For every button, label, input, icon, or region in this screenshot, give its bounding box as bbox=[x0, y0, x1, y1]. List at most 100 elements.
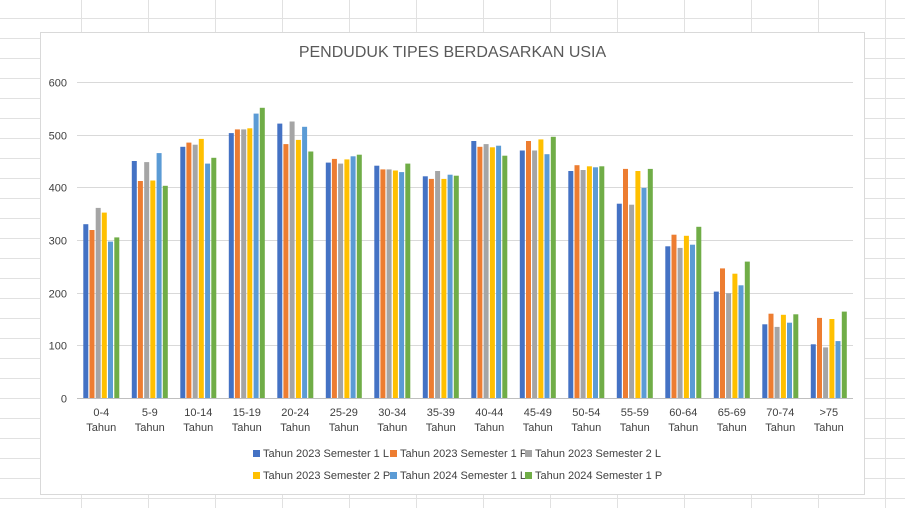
x-tick-label: 0-4 Tahun bbox=[86, 407, 116, 434]
bar bbox=[647, 168, 653, 398]
legend-item: Tahun 2023 Semester 2 P bbox=[253, 470, 390, 482]
x-tick-label: 10-14 Tahun bbox=[183, 407, 213, 434]
bar bbox=[325, 162, 331, 398]
legend-item: Tahun 2023 Semester 2 L bbox=[525, 448, 661, 460]
bar bbox=[744, 261, 750, 398]
bar bbox=[253, 113, 259, 398]
bar bbox=[732, 273, 738, 398]
bar bbox=[519, 150, 525, 398]
bar bbox=[198, 138, 204, 398]
y-tick-label: 200 bbox=[49, 289, 67, 301]
x-tick-label: 30-34 Tahun bbox=[377, 407, 407, 434]
bar bbox=[350, 156, 356, 398]
bar bbox=[356, 154, 362, 398]
bar bbox=[738, 285, 744, 398]
bar bbox=[156, 153, 162, 398]
bar bbox=[344, 159, 350, 398]
bar bbox=[586, 166, 592, 398]
x-tick-label: 60-64 Tahun bbox=[668, 407, 698, 434]
bar bbox=[538, 139, 544, 398]
bar bbox=[192, 144, 198, 398]
y-tick-label: 500 bbox=[49, 131, 67, 143]
legend-swatch bbox=[525, 472, 532, 479]
legend-item: Tahun 2023 Semester 1 L bbox=[253, 448, 389, 460]
bar bbox=[144, 162, 150, 398]
bar bbox=[180, 146, 186, 398]
x-tick-label: 45-49 Tahun bbox=[523, 407, 553, 434]
bar bbox=[580, 170, 586, 398]
bar bbox=[768, 313, 774, 398]
bar bbox=[502, 155, 508, 398]
bar bbox=[713, 291, 719, 398]
bar bbox=[162, 185, 168, 398]
bar bbox=[629, 204, 635, 398]
bar bbox=[435, 171, 441, 398]
bar bbox=[793, 314, 799, 398]
bar bbox=[835, 341, 841, 398]
bar bbox=[483, 144, 489, 398]
legend-item: Tahun 2024 Semester 1 P bbox=[525, 470, 662, 482]
y-tick-label: 0 bbox=[61, 394, 67, 406]
bar bbox=[599, 166, 605, 398]
legend-item: Tahun 2024 Semester 1 L bbox=[390, 470, 526, 482]
bar bbox=[380, 169, 386, 398]
legend-label: Tahun 2023 Semester 1 L bbox=[263, 448, 389, 460]
bar bbox=[496, 145, 502, 398]
bar bbox=[283, 144, 289, 398]
bar bbox=[787, 322, 792, 398]
bar bbox=[405, 163, 411, 398]
bar bbox=[665, 246, 671, 398]
bar bbox=[774, 326, 780, 398]
legend-swatch bbox=[253, 472, 260, 479]
bar bbox=[308, 151, 314, 398]
y-tick-label: 100 bbox=[49, 341, 67, 353]
bar bbox=[696, 226, 702, 398]
bar bbox=[690, 244, 695, 398]
bar bbox=[641, 187, 647, 398]
legend-label: Tahun 2024 Semester 1 P bbox=[535, 470, 663, 482]
bar bbox=[441, 178, 447, 398]
bar bbox=[108, 241, 113, 398]
bar bbox=[574, 165, 580, 398]
bar bbox=[593, 167, 598, 398]
x-tick-label: 5-9 Tahun bbox=[135, 407, 165, 434]
bar bbox=[234, 129, 240, 398]
bar bbox=[228, 133, 234, 398]
bar bbox=[471, 141, 477, 398]
legend-swatch bbox=[390, 450, 397, 457]
chart-title: PENDUDUK TIPES BERDASARKAN USIA bbox=[298, 44, 607, 61]
bar bbox=[89, 230, 95, 398]
bar bbox=[780, 314, 786, 398]
bar bbox=[338, 163, 344, 398]
bar bbox=[259, 107, 265, 399]
bar bbox=[399, 172, 405, 398]
bar bbox=[241, 129, 247, 398]
bar bbox=[453, 175, 459, 398]
legend-item: Tahun 2023 Semester 1 P bbox=[390, 448, 527, 460]
bar bbox=[205, 163, 211, 398]
bar bbox=[526, 141, 531, 398]
bar bbox=[114, 237, 120, 398]
x-tick-label: >75 Tahun bbox=[814, 407, 844, 434]
legend-label: Tahun 2023 Semester 2 P bbox=[263, 470, 391, 482]
bar bbox=[211, 157, 217, 398]
legend-swatch bbox=[525, 450, 532, 457]
legend-label: Tahun 2023 Semester 1 P bbox=[400, 448, 528, 460]
bar bbox=[489, 147, 495, 398]
bar bbox=[810, 344, 816, 398]
x-tick-label: 15-19 Tahun bbox=[232, 407, 262, 434]
bar bbox=[150, 180, 156, 398]
bar bbox=[137, 181, 143, 398]
bar bbox=[247, 128, 253, 399]
bar bbox=[677, 247, 683, 398]
bar bbox=[532, 150, 538, 398]
bar bbox=[422, 176, 428, 398]
bar bbox=[289, 121, 295, 398]
x-tick-label: 70-74 Tahun bbox=[765, 407, 795, 434]
legend-swatch bbox=[390, 472, 397, 479]
bar bbox=[392, 170, 398, 398]
bar bbox=[635, 171, 641, 398]
bar bbox=[447, 174, 453, 398]
bar bbox=[101, 212, 107, 398]
